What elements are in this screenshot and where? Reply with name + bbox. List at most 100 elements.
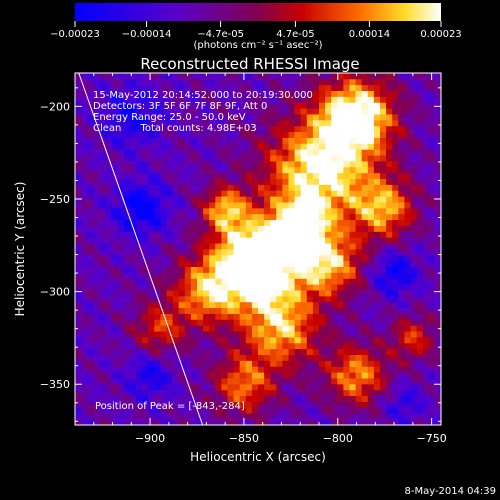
heatmap-cell [123,184,131,191]
heatmap-cell [221,337,228,344]
heatmap-cell [386,413,393,420]
heatmap-cell [367,331,375,338]
heatmap-cell [258,190,265,197]
heatmap-cell [136,366,143,373]
heatmap-cell [203,372,210,379]
heatmap-cell [410,389,417,397]
heatmap-cell [136,84,143,91]
heatmap-cell [422,360,430,367]
heatmap-cell [258,184,265,191]
heatmap-cell [343,78,350,86]
heatmap-cell [288,213,295,221]
heatmap-cell [428,237,436,244]
heatmap-cell [197,96,204,103]
heatmap-cell [245,213,253,221]
heatmap-cell [300,166,308,174]
heatmap-cell [367,178,375,185]
heatmap-cell [123,143,131,150]
heatmap-cell [294,119,302,127]
heatmap-cell [154,383,161,391]
heatmap-cell [154,401,161,408]
heatmap-cell [81,249,88,256]
heatmap-cell [373,149,381,156]
heatmap-cell [245,96,253,103]
heatmap-cell [123,389,131,397]
heatmap-cell [93,419,100,426]
heatmap-cell [190,131,198,138]
heatmap-cell [75,284,82,291]
heatmap-cell [123,419,131,426]
heatmap-cell [373,155,381,162]
heatmap-cell [294,366,302,373]
heatmap-cell [87,161,94,168]
heatmap-cell [428,202,436,209]
heatmap-cell [203,155,210,162]
heatmap-cell [367,161,375,168]
heatmap-cell [117,96,125,103]
heatmap-cell [75,178,82,185]
heatmap-cell [99,108,106,115]
heatmap-cell [184,378,192,385]
heatmap-cell [93,395,100,402]
heatmap-cell [294,395,302,402]
heatmap-cell [355,84,363,91]
heatmap-cell [349,78,356,86]
heatmap-cell [264,395,271,402]
heatmap-cell [404,96,411,103]
heatmap-cell [319,307,326,314]
heatmap-cell [209,207,216,215]
heatmap-cell [154,73,161,80]
heatmap-cell [166,307,173,314]
heatmap-cell [172,266,180,273]
heatmap-cell [251,143,259,150]
heatmap-cell [264,372,271,379]
heatmap-cell [300,319,308,326]
heatmap-cell [105,161,112,168]
heatmap-cell [422,207,430,215]
heatmap-cell [416,301,424,309]
heatmap-cell [398,342,405,350]
heatmap-cell [190,307,198,314]
heatmap-cell [398,360,405,367]
heatmap-cell [258,295,265,303]
heatmap-cell [123,114,131,121]
heatmap-cell [81,372,88,379]
heatmap-cell [398,114,405,121]
heatmap-cell [306,354,314,361]
heatmap-cell [331,155,338,162]
heatmap-cell [93,295,100,303]
heatmap-cell [142,419,149,426]
heatmap-cell [294,155,302,162]
heatmap-cell [294,337,302,344]
heatmap-cell [203,143,210,150]
heatmap-cell [251,360,259,367]
heatmap-cell [258,307,265,314]
heatmap-cell [264,389,271,397]
heatmap-cell [136,237,143,244]
heatmap-cell [197,213,204,221]
heatmap-cell [264,190,271,197]
heatmap-cell [282,372,289,379]
heatmap-cell [380,114,387,121]
heatmap-cell [166,149,173,156]
heatmap-cell [154,172,161,179]
heatmap-cell [178,137,186,144]
heatmap-cell [105,137,112,144]
heatmap-cell [288,337,295,344]
heatmap-cell [203,190,210,197]
heatmap-cell [81,295,88,303]
heatmap-cell [410,96,417,103]
heatmap-cell [154,102,161,109]
heatmap-cell [129,348,137,355]
heatmap-cell [312,413,320,420]
heatmap-cell [294,260,302,267]
heatmap-cell [209,284,216,291]
heatmap-cell [386,207,393,215]
heatmap-cell [87,372,94,379]
heatmap-cell [349,231,356,238]
heatmap-cell [282,143,289,150]
heatmap-cell [282,213,289,221]
heatmap-cell [209,313,216,320]
heatmap-cell [434,301,442,309]
heatmap-cell [434,313,442,320]
